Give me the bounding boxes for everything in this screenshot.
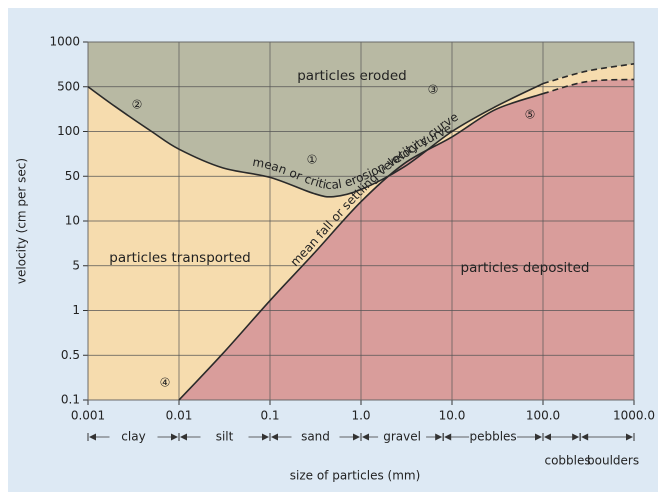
curve-solid [178, 92, 544, 401]
arrow [544, 433, 551, 441]
class-label: cobbles [544, 454, 590, 468]
x-axis-label: size of particles (mm) [290, 469, 421, 483]
arrow [362, 433, 369, 441]
region-label: particles deposited [461, 260, 590, 276]
arrow [89, 433, 96, 441]
arrow [435, 433, 443, 441]
class-label: clay [121, 430, 145, 444]
class-label: gravel [383, 430, 421, 444]
class-label-bg [378, 430, 427, 444]
arrow [262, 433, 269, 441]
class-label: boulders [587, 454, 639, 468]
x-tick-label: 0.01 [166, 409, 193, 423]
x-tick-label: 1.0 [351, 409, 370, 423]
class-label: sand [301, 430, 330, 444]
plot-border [87, 41, 635, 401]
arrow [581, 433, 589, 441]
x-tick-label: 10.0 [439, 409, 466, 423]
curve-solid [87, 82, 544, 198]
class-label: silt [216, 430, 234, 444]
curve-dashed [542, 78, 635, 95]
y-tick-label: 50 [65, 169, 80, 183]
y-tick-label: 1 [72, 303, 80, 317]
arrow [171, 433, 178, 441]
class-label-bg [469, 430, 518, 444]
x-tick-label: 0.1 [260, 409, 279, 423]
class-label-bg [109, 430, 158, 444]
class-label-bg [200, 430, 249, 444]
arrow [444, 433, 452, 441]
arrow [572, 433, 580, 441]
x-tick-label: 100.0 [526, 409, 560, 423]
y-tick-label: 100 [57, 124, 80, 138]
region-deposited [179, 79, 634, 400]
x-tick-label: 1000.0 [613, 409, 655, 423]
arrow [353, 433, 360, 441]
circled-number: ② [132, 98, 143, 112]
circled-number: ① [307, 153, 318, 167]
y-tick-label: 0.1 [61, 393, 80, 407]
arrow [626, 433, 633, 441]
arrow [180, 433, 187, 441]
region-label: particles eroded [297, 68, 407, 84]
x-tick-label: 0.001 [71, 409, 105, 423]
arrow [535, 433, 542, 441]
y-tick-label: 1000 [49, 35, 80, 49]
class-label-bg [291, 430, 340, 444]
y-axis-label: velocity (cm per sec) [15, 158, 29, 284]
class-label: pebbles [469, 430, 516, 444]
circled-number: ③ [428, 83, 439, 97]
y-tick-label: 0.5 [61, 348, 80, 362]
region-label: particles transported [109, 250, 251, 266]
circled-number: ⑤ [525, 108, 536, 122]
y-tick-label: 500 [57, 79, 80, 93]
y-tick-label: 5 [72, 258, 80, 272]
circled-number: ④ [160, 376, 171, 390]
y-tick-label: 10 [65, 214, 80, 228]
arrow [271, 433, 278, 441]
curve-dashed [542, 63, 635, 85]
